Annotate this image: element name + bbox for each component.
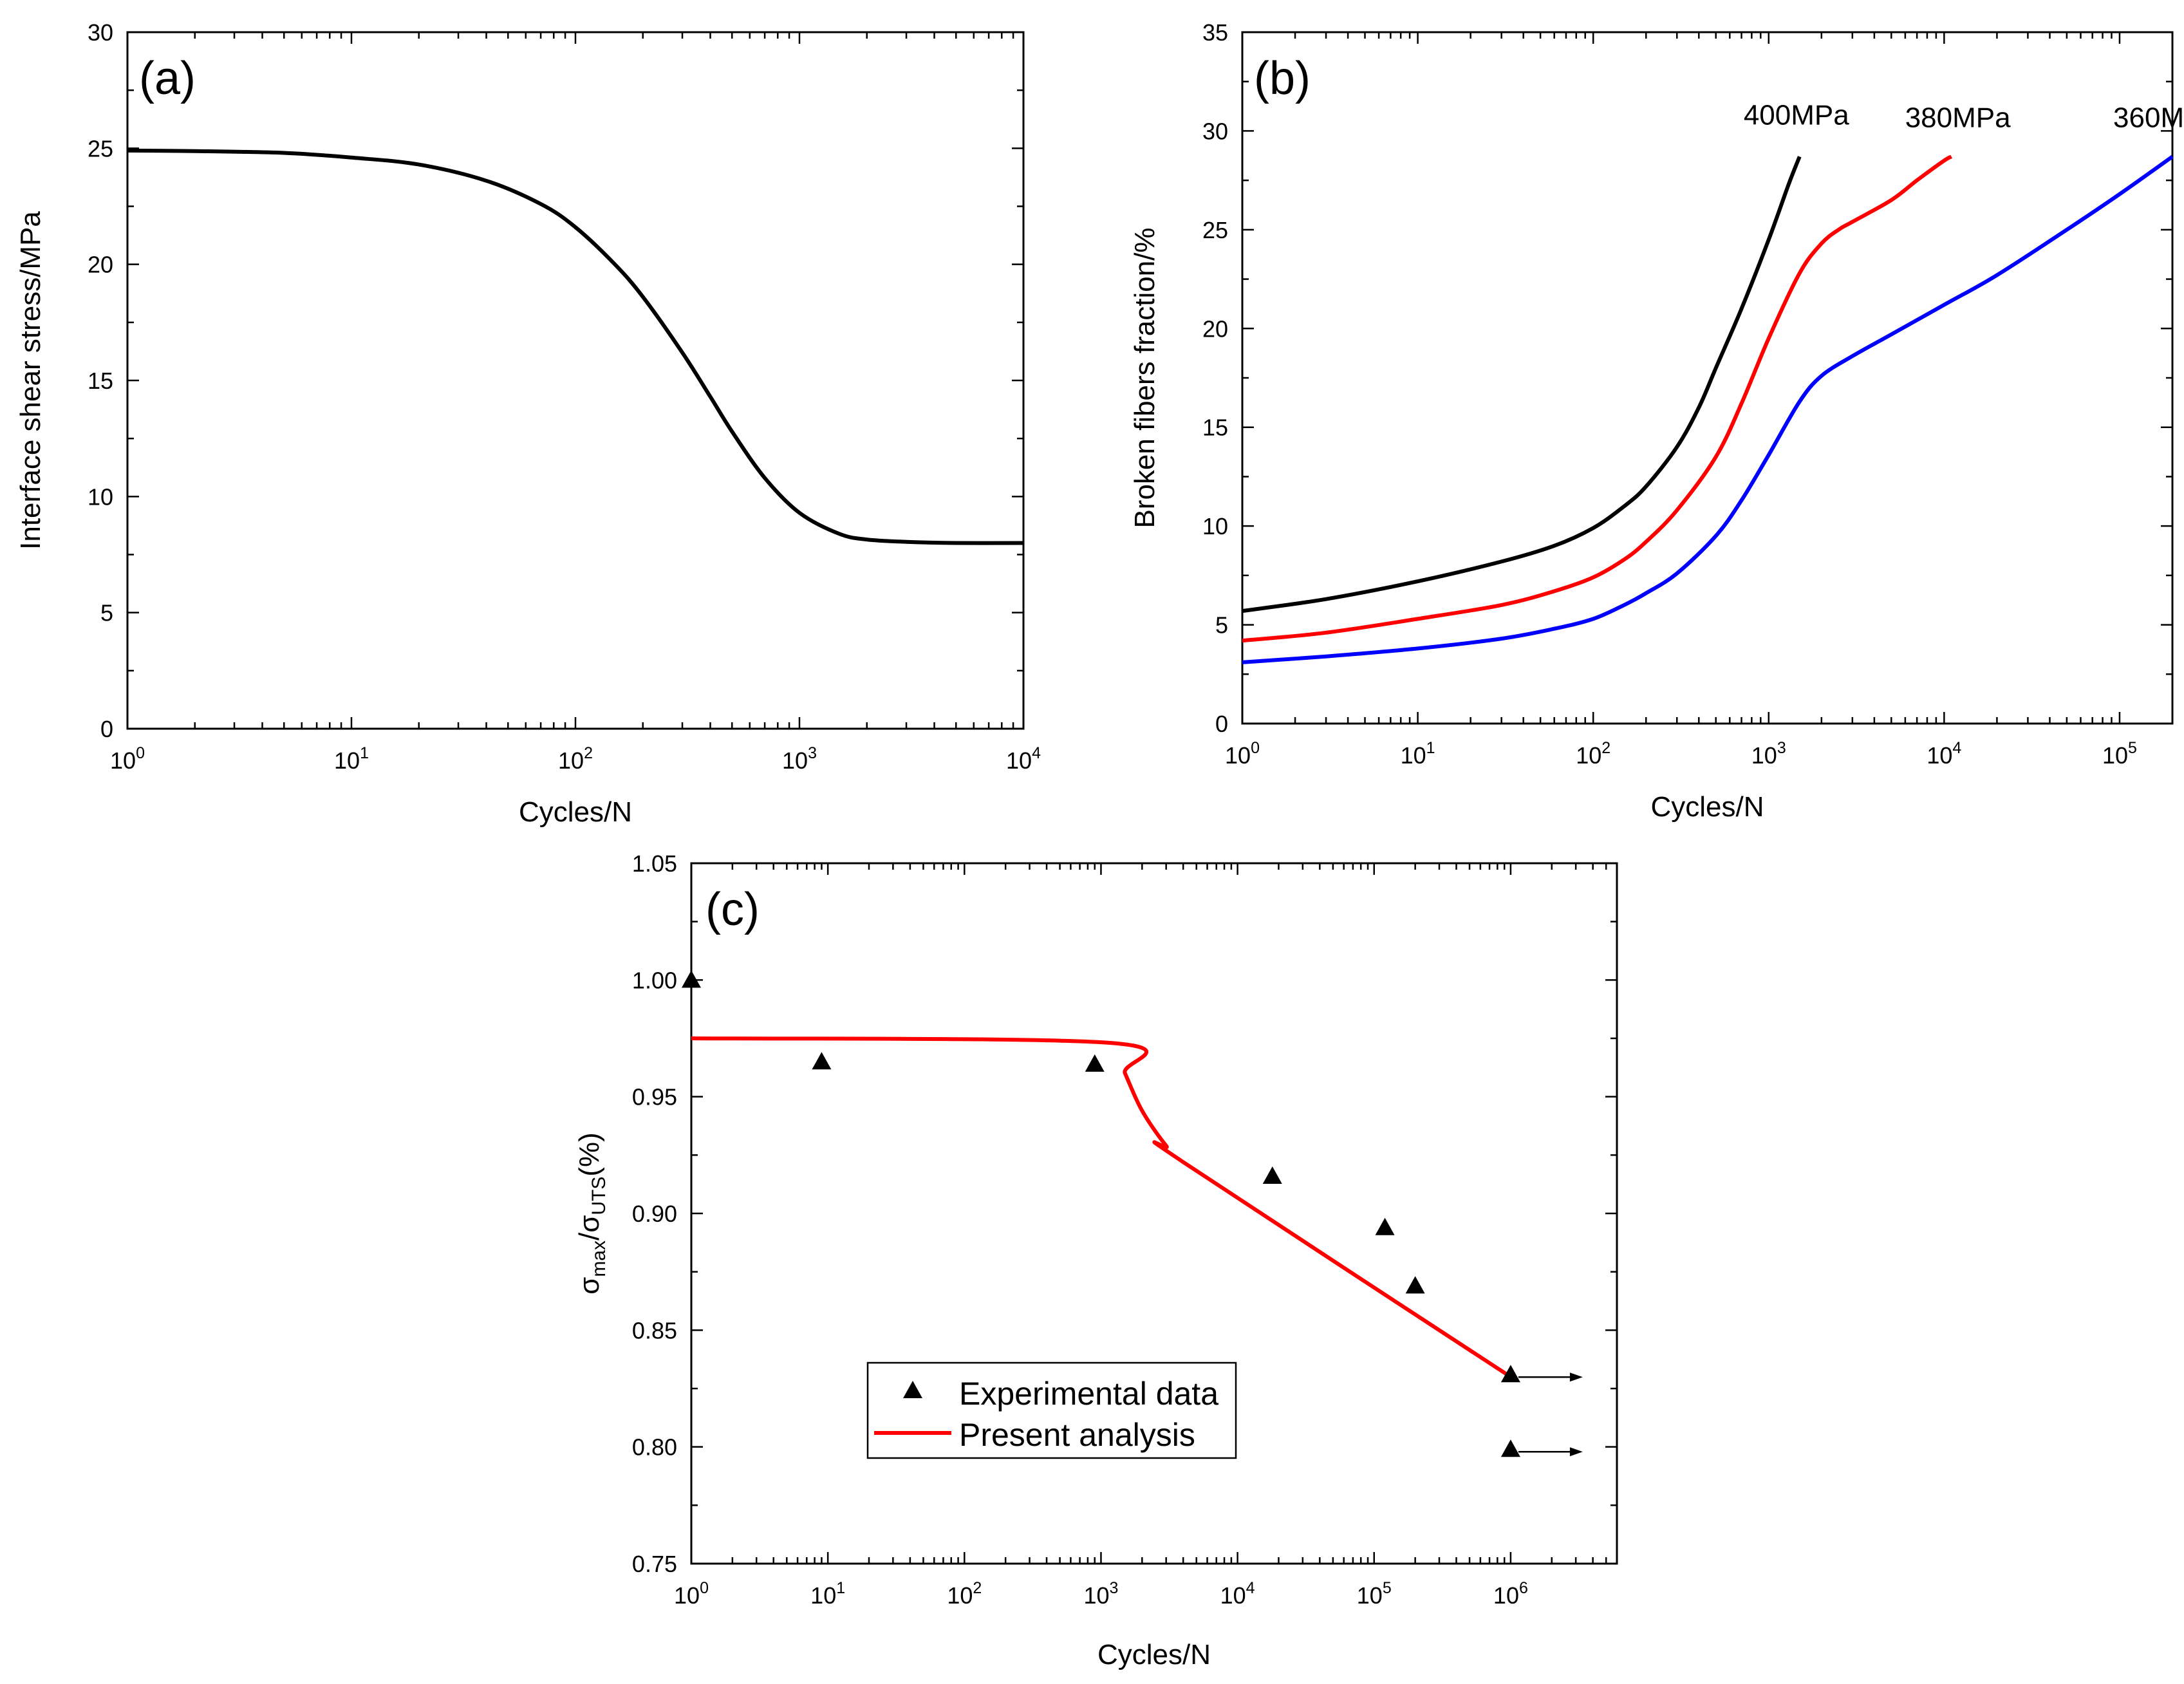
y-tick-label: 20	[88, 252, 113, 278]
x-axis-label-a: Cycles/N	[519, 796, 632, 828]
x-tick-label: 106	[1493, 1579, 1528, 1609]
panel-label-a: (a)	[139, 53, 196, 104]
experimental-point	[1500, 1439, 1520, 1457]
series-annotation-400MPa: 400MPa	[1744, 99, 1849, 131]
x-tick-label: 103	[1751, 739, 1786, 769]
x-tick-label: 103	[1083, 1579, 1118, 1609]
runout-arrow-head	[1569, 1372, 1583, 1382]
series-line-shear-stress	[127, 148, 1024, 545]
x-tick-label: 105	[2102, 739, 2137, 769]
x-tick-label: 104	[1006, 744, 1041, 774]
y-tick-label: 0.80	[632, 1434, 677, 1461]
experimental-point	[812, 1052, 832, 1070]
x-tick-label: 101	[334, 744, 369, 774]
panel-label-b: (b)	[1254, 53, 1311, 104]
x-tick-label: 101	[1401, 739, 1435, 769]
legend: Experimental data Present analysis	[866, 1361, 1237, 1459]
y-tick-label: 15	[88, 368, 113, 394]
y-tick-label: 20	[1202, 315, 1228, 342]
x-tick-label: 104	[1220, 1579, 1255, 1609]
experimental-point	[1405, 1276, 1425, 1294]
x-tick-label: 100	[674, 1579, 709, 1609]
x-tick-label: 102	[558, 744, 593, 774]
x-tick-label: 103	[782, 744, 817, 774]
y-tick-label: 10	[1202, 513, 1228, 539]
experimental-point	[1085, 1054, 1105, 1072]
y-tick-label: 5	[1215, 612, 1228, 639]
y-tick-label: 0.85	[632, 1317, 677, 1343]
y-tick-label: 0.90	[632, 1201, 677, 1227]
y-axis-label-c: σmax/σUTS(%)	[574, 1132, 610, 1295]
legend-box	[866, 1361, 1237, 1459]
y-tick-label: 30	[88, 19, 113, 46]
x-tick-label: 105	[1357, 1579, 1392, 1609]
x-axis-label-c: Cycles/N	[1097, 1639, 1211, 1670]
y-tick-label: 0	[100, 716, 113, 742]
experimental-point	[1262, 1166, 1282, 1184]
x-tick-label: 102	[1576, 739, 1610, 769]
y-tick-label: 10	[88, 483, 113, 510]
x-tick-label: 100	[110, 744, 145, 774]
panel-b: 100 101 102 103 104 105 0 5 10 15 20 25 30 35 400MPa 38…	[1129, 19, 2184, 823]
experimental-point	[1500, 1365, 1520, 1383]
series-annotation-360MPa: 360MPa	[2113, 102, 2184, 133]
y-tick-label: 1.00	[632, 967, 677, 993]
series-line-380MPa	[1242, 154, 1953, 643]
legend-label-experimental: Experimental data	[959, 1376, 1218, 1412]
plot-frame	[126, 31, 1025, 730]
y-tick-label: 5	[100, 600, 113, 626]
panel-a: 100 101 102 103 104 0 5 10 15 20 25 30 (a) Cycles/N In…	[15, 19, 1041, 828]
experimental-point	[682, 970, 701, 988]
series-annotation-380MPa: 380MPa	[1905, 102, 2011, 133]
y-tick-label: 30	[1202, 118, 1228, 144]
y-tick-label: 35	[1202, 19, 1228, 46]
y-tick-label: 0	[1215, 711, 1228, 737]
y-tick-label: 25	[1202, 217, 1228, 243]
y-axis-label-b: Broken fibers fraction/%	[1129, 227, 1161, 528]
x-axis-label-b: Cycles/N	[1650, 791, 1764, 823]
y-tick-label: 25	[88, 135, 113, 162]
y-tick-label: 0.95	[632, 1084, 677, 1110]
x-tick-label: 102	[947, 1579, 982, 1609]
panel-c: 100 101 102 103 104 105 106 0.75 0.80 0.85 0.90 0.9…	[574, 850, 1618, 1670]
x-tick-label: 104	[1927, 739, 1961, 769]
x-tick-label: 100	[1225, 739, 1260, 769]
y-tick-label: 15	[1202, 415, 1228, 441]
y-tick-label: 1.05	[632, 850, 677, 877]
experimental-point	[1375, 1217, 1395, 1235]
series-line-360MPa	[1242, 154, 2174, 664]
series-line-present-analysis	[691, 1036, 1512, 1379]
y-tick-label: 0.75	[632, 1551, 677, 1577]
plot-frame	[1241, 31, 2174, 725]
panel-label-c: (c)	[705, 884, 760, 935]
legend-label-analysis: Present analysis	[959, 1417, 1195, 1453]
x-tick-label: 101	[810, 1579, 845, 1609]
runout-arrow-head	[1569, 1447, 1583, 1457]
series-line-400MPa	[1242, 156, 1802, 613]
legend-marker-experimental	[903, 1381, 922, 1398]
y-axis-label-a: Interface shear stress/MPa	[15, 211, 46, 550]
